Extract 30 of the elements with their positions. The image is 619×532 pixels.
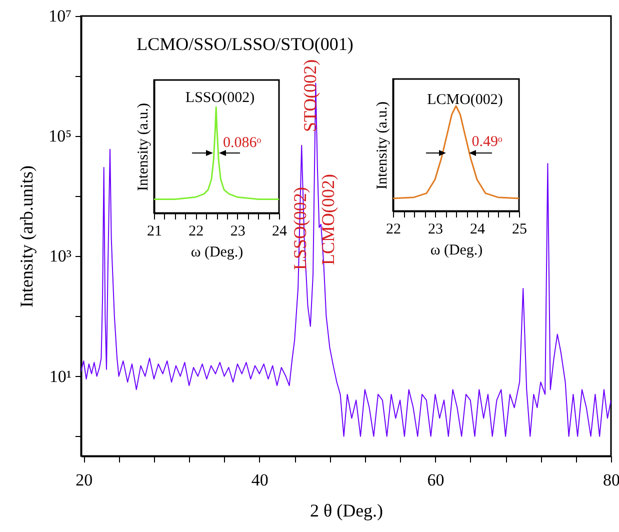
x-tick-label: 20	[76, 470, 93, 490]
x-axis-title: ω (Deg.)	[190, 244, 244, 260]
x-tick-label: 23	[428, 222, 443, 238]
x-axis-title: ω (Deg.)	[430, 242, 483, 258]
x-tick-label: 21	[147, 224, 162, 240]
x-tick-label: 23	[230, 224, 246, 240]
x-tick-label: 25	[512, 222, 527, 238]
x-tick-label: 22	[386, 222, 401, 238]
x-tick-label: 40	[251, 470, 268, 490]
y-tick-label: 10⁵	[48, 126, 72, 146]
annotation: STO(002)	[300, 59, 320, 132]
annotation: 0.086ᵒ	[222, 135, 262, 151]
y-axis-title: Intensity (a.u.)	[374, 102, 390, 190]
annotation: LCMO(002)	[318, 174, 338, 265]
annotation: LSSO(002)	[290, 186, 310, 270]
x-axis-title: 2 θ (Deg.)	[310, 500, 384, 520]
y-axis-title: Intensity (arb.units)	[16, 166, 37, 308]
x-tick-label: 60	[427, 470, 444, 490]
y-tick-label: 10³	[49, 246, 72, 266]
x-tick-label: 24	[470, 222, 486, 238]
x-tick-label: 24	[272, 224, 288, 240]
text: LCMO/SSO/LSSO/STO(001)	[136, 34, 354, 54]
x-tick-label: 22	[188, 224, 204, 240]
y-axis-title: Intensity (a.u.)	[136, 103, 152, 191]
annotation: 0.49ᵒ	[472, 134, 503, 150]
y-tick-label: 10¹	[49, 366, 72, 386]
annotation: LCMO(002)	[427, 92, 503, 108]
annotation: LSSO(002)	[185, 90, 255, 106]
x-tick-label: 80	[603, 470, 619, 490]
y-tick-label: 10⁷	[48, 6, 72, 26]
